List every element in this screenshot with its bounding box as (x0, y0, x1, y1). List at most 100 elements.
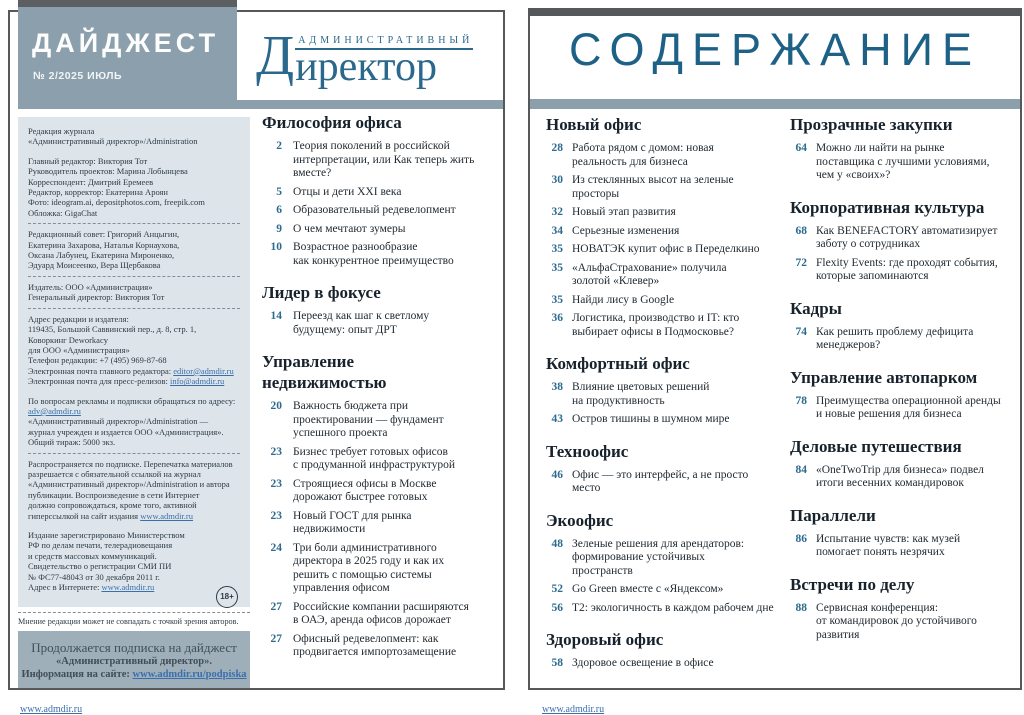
age-rating-badge: 18+ (216, 586, 238, 608)
masthead-line: Оксана Лабунец, Екатерина Мироненко, (28, 250, 240, 260)
masthead-link[interactable]: www.admdir.ru (101, 582, 155, 593)
toc-item-title: Переезд как шаг к светлому будущему: опы… (293, 310, 430, 336)
masthead-line: Адрес редакции и издателя: (28, 314, 240, 324)
spacer (28, 147, 240, 156)
toc-item-page-number: 23 (270, 445, 283, 458)
masthead-line: «Административный директор»/Administrati… (28, 416, 240, 426)
masthead-line: Электронная почта для пресс-релизов: inf… (28, 376, 240, 386)
masthead-text: По вопросам рекламы и подписки обращатьс… (28, 395, 236, 406)
masthead-text: «Административный директор»/Administrati… (28, 416, 209, 427)
toc-item-title: Три боли административного директора в 2… (293, 541, 445, 595)
toc-item-page-number: 23 (270, 477, 283, 490)
masthead-line: Общий тираж: 5000 экз. (28, 437, 240, 447)
subscription-line2: «Административный директор». (56, 656, 212, 667)
masthead-block: Адрес редакции и издателя: 119435, Большо… (28, 314, 240, 387)
header-divider-bar (18, 100, 503, 109)
toc-item-title: Найди лису в Google (572, 293, 675, 306)
masthead-link[interactable]: www.admdir.ru (140, 510, 194, 521)
subscription-line3-text: Информация на сайте: (21, 669, 133, 680)
toc-item-title: Важность бюджета при проектировании — фу… (293, 400, 444, 439)
toc-section-title: Корпоративная культура (790, 197, 985, 217)
toc-item-title: Образовательный редевелопмент (293, 204, 456, 216)
toc-item-title: Новый ГОСТ для рынка недвижимости (293, 509, 412, 536)
separator (28, 223, 240, 225)
toc-item-page-number: 68 (795, 224, 808, 237)
toc-item: 35 «АльфаСтрахование» получила золотой «К… (546, 262, 782, 289)
toc-column-2: Прозрачные закупки 64 Можно ли найти на ры… (790, 114, 1018, 647)
toc-item-title: Зеленые решения для арендаторов: формиро… (572, 537, 745, 577)
masthead-line: Корреспондент: Дмитрий Еремеев (28, 177, 240, 187)
right-page: СОДЕРЖАНИЕ Новый офис 28 Работа рядом с до… (528, 8, 1022, 690)
toc-item-title: Как BENEFACTORY автоматизирует заботу о … (816, 224, 998, 251)
masthead-line: Свидетельство о регистрации СМИ ПИ (28, 561, 240, 571)
masthead-text: для ООО «Администрация» (28, 344, 130, 355)
masthead-line: Эдуард Моисеенко, Вера Щербакова (28, 260, 240, 270)
masthead-block: Издание зарегистрировано Министерством РФ… (28, 530, 240, 592)
subscription-link[interactable]: www.admdir.ru/podpiska (132, 669, 247, 680)
masthead-line: Адрес в Интернете: www.admdir.ru (28, 582, 240, 592)
toc-section-title: Здоровый офис (546, 630, 664, 649)
toc-item-page-number: 35 (551, 261, 564, 274)
masthead-link[interactable]: info@admdir.ru (169, 376, 225, 387)
contents-page-title: СОДЕРЖАНИЕ (569, 24, 981, 75)
masthead-block: Издатель: ООО «Администрация» Генеральный… (28, 282, 240, 303)
masthead-line: публикации. Воспроизведение в сети Интер… (28, 490, 240, 500)
toc-item-page-number: 58 (551, 657, 564, 669)
toc-item-page-number: 36 (551, 312, 564, 324)
toc-item: 23 Бизнес требует готовых офисов с продум… (262, 446, 508, 473)
toc-item: 2 Теория поколений в российской интерпрет… (262, 140, 508, 181)
masthead-text: Электронная почта главного редактора: (28, 365, 174, 376)
logo-initial: Д (256, 25, 295, 87)
toc-item: 14 Переезд как шаг к светлому будущему: о… (262, 310, 508, 337)
toc-section-title: Комфортный офис (546, 354, 690, 373)
toc-item: 10 Возрастное разнообразие как конкурентн… (262, 241, 508, 268)
toc-item-title: Работа рядом с домом: новая реальность д… (572, 142, 714, 168)
site-link[interactable]: www.admdir.ru (542, 704, 605, 715)
toc-item-page-number: 2 (276, 140, 282, 152)
masthead-line: № ФС77-48043 от 30 декабря 2011 г. (28, 572, 240, 582)
masthead-line: РФ по делам печати, телерадиовещания (28, 540, 240, 550)
toc-item: 5 Отцы и дети XXI века (262, 186, 508, 200)
toc-item-page-number: 32 (551, 206, 564, 218)
masthead-text: Издатель: ООО «Администрация» (28, 281, 153, 292)
toc-column-1: Новый офис 28 Работа рядом с домом: новая … (546, 114, 782, 676)
separator (18, 612, 250, 613)
masthead-block: Редакционный совет: Григорий Анцыгин, Ека… (28, 229, 240, 271)
toc-item: 52 Go Green вместе с «Яндексом» (546, 583, 782, 597)
logo-word-rest: иректор (295, 44, 437, 90)
toc-item: 48 Зеленые решения для арендаторов: форми… (546, 538, 782, 579)
masthead-line: Руководитель проектов: Марина Лобынцева (28, 166, 240, 176)
toc-item-page-number: 10 (270, 241, 283, 253)
toc-item-page-number: 27 (270, 600, 283, 613)
toc-item-title: Go Green вместе с «Яндексом» (572, 583, 724, 595)
toc-item-title: Преимущества операционной аренды и новые… (816, 394, 1001, 421)
toc-item-title: Flexity Events: где проходят события, ко… (816, 256, 998, 283)
masthead-link[interactable]: adv@admdir.ru (28, 405, 81, 416)
toc-item-title: Новый этап развития (572, 206, 676, 218)
toc-item-page-number: 64 (795, 142, 808, 154)
toc-item: 78 Преимущества операционной аренды и нов… (790, 395, 1018, 422)
masthead-line: «Административный директор»/Administrati… (28, 136, 240, 146)
site-link[interactable]: www.admdir.ru (20, 704, 83, 715)
toc-item-page-number: 72 (795, 256, 808, 269)
masthead-line: для ООО «Администрация» (28, 345, 240, 355)
masthead-text: Свидетельство о регистрации СМИ ПИ (28, 561, 172, 572)
masthead-block: Главный редактор: Виктория Тот Руководите… (28, 156, 240, 218)
masthead-line: Редакционный совет: Григорий Анцыгин, (28, 229, 240, 239)
masthead-text: Обложка: GigaChat (28, 207, 98, 218)
digest-header-top-strip (18, 0, 237, 7)
masthead-line: Фото: ideogram.ai, depositphotos.com, fr… (28, 197, 240, 207)
masthead-text: Екатерина Захарова, Наталья Корнаухова, (28, 239, 180, 250)
toc-item-page-number: 84 (795, 463, 808, 476)
toc-item: 84 «OneTwoTrip для бизнеса» подвел итоги … (790, 464, 1018, 491)
masthead-text: разрешается с обязательной ссылкой на жу… (28, 468, 201, 479)
toc-item-page-number: 52 (551, 583, 564, 595)
toc-section-title: Философия офиса (262, 113, 402, 132)
toc-section-title: Прозрачные закупки (790, 115, 953, 134)
masthead-block: Распространяется по подписке. Перепечатк… (28, 459, 240, 521)
editorial-disclaimer: Мнение редакции может не совпадать с точ… (18, 617, 239, 626)
toc-item: 43 Остров тишины в шумном мире (546, 413, 782, 427)
toc-item-title: Влияние цветовых решений на продуктивнос… (572, 381, 710, 407)
masthead-link[interactable]: editor@admdir.ru (173, 365, 234, 376)
toc-item: 28 Работа рядом с домом: новая реальность… (546, 142, 782, 169)
